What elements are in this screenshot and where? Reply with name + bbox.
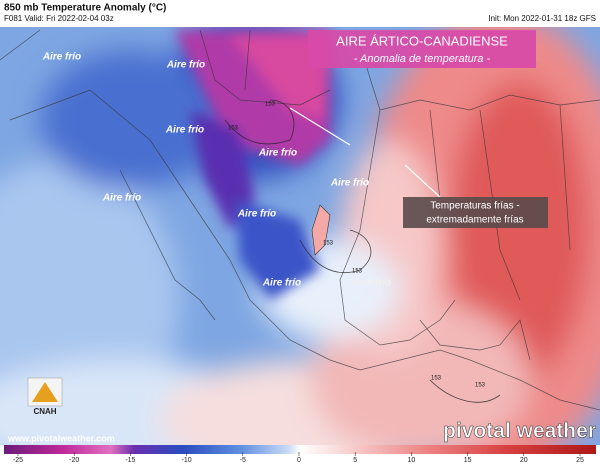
map-label: Aire frío [352, 278, 391, 289]
contour-label: 153 [475, 383, 486, 389]
colorbar-tick-label: -25 [13, 457, 23, 464]
brand: pivotal weather [443, 420, 596, 443]
callout-box [403, 197, 548, 228]
colorbar-tick-label: -15 [125, 457, 135, 464]
contour-label: 153 [323, 241, 334, 247]
logo-text: CNAH [33, 407, 56, 416]
contour-label: 153 [352, 269, 363, 275]
contour-label: 153 [265, 102, 276, 108]
map-label: Aire frío [330, 178, 369, 189]
colorbar-tick-label: -5 [240, 457, 246, 464]
map-label: Aire frío [42, 52, 81, 63]
colorbar-tick-label: 20 [520, 457, 528, 464]
map-label: Aire frío [237, 209, 276, 220]
init-time: Init: Mon 2022-01-31 18z GFS [488, 14, 596, 23]
callout-text: extremadamente frías [426, 215, 523, 226]
colorbar-tick-label: -10 [182, 457, 192, 464]
website: www.pivotalweather.com [7, 433, 115, 443]
map [0, 27, 600, 445]
colorbar-tick-label: -20 [69, 457, 79, 464]
colorbar [4, 445, 596, 454]
map-label: Aire frío [262, 278, 301, 289]
valid-time: F081 Valid: Fri 2022-02-04 03z [4, 14, 114, 23]
map-label: Aire frío [165, 125, 204, 136]
logo: CNAH [27, 377, 63, 416]
map-label: Aire frío [102, 193, 141, 204]
callout-pointer [289, 107, 351, 146]
colorbar-tick-label: 25 [576, 457, 584, 464]
callout-subtitle: - Anomalia de temperatura - [354, 53, 491, 65]
callout-box [308, 30, 536, 68]
map-label: Aire frío [258, 148, 297, 159]
colorbar-tick-label: 10 [408, 457, 416, 464]
colorbar-tick-label: 15 [464, 457, 472, 464]
contour-label: 153 [431, 376, 442, 382]
colorbar-tick-label: 5 [353, 457, 357, 464]
map-label: Aire frío [166, 60, 205, 71]
callout-text: Temperaturas frías - [430, 201, 519, 212]
callout-title: AIRE ÁRTICO-CANADIENSE [336, 33, 508, 48]
callout-pointer [404, 164, 441, 198]
map-title: 850 mb Temperature Anomaly (°C) [4, 3, 166, 14]
colorbar-tick-label: 0 [297, 457, 301, 464]
contour-label: 153 [228, 126, 239, 132]
